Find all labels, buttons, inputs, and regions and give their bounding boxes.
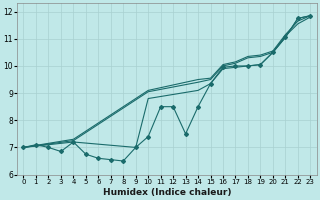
X-axis label: Humidex (Indice chaleur): Humidex (Indice chaleur): [103, 188, 231, 197]
